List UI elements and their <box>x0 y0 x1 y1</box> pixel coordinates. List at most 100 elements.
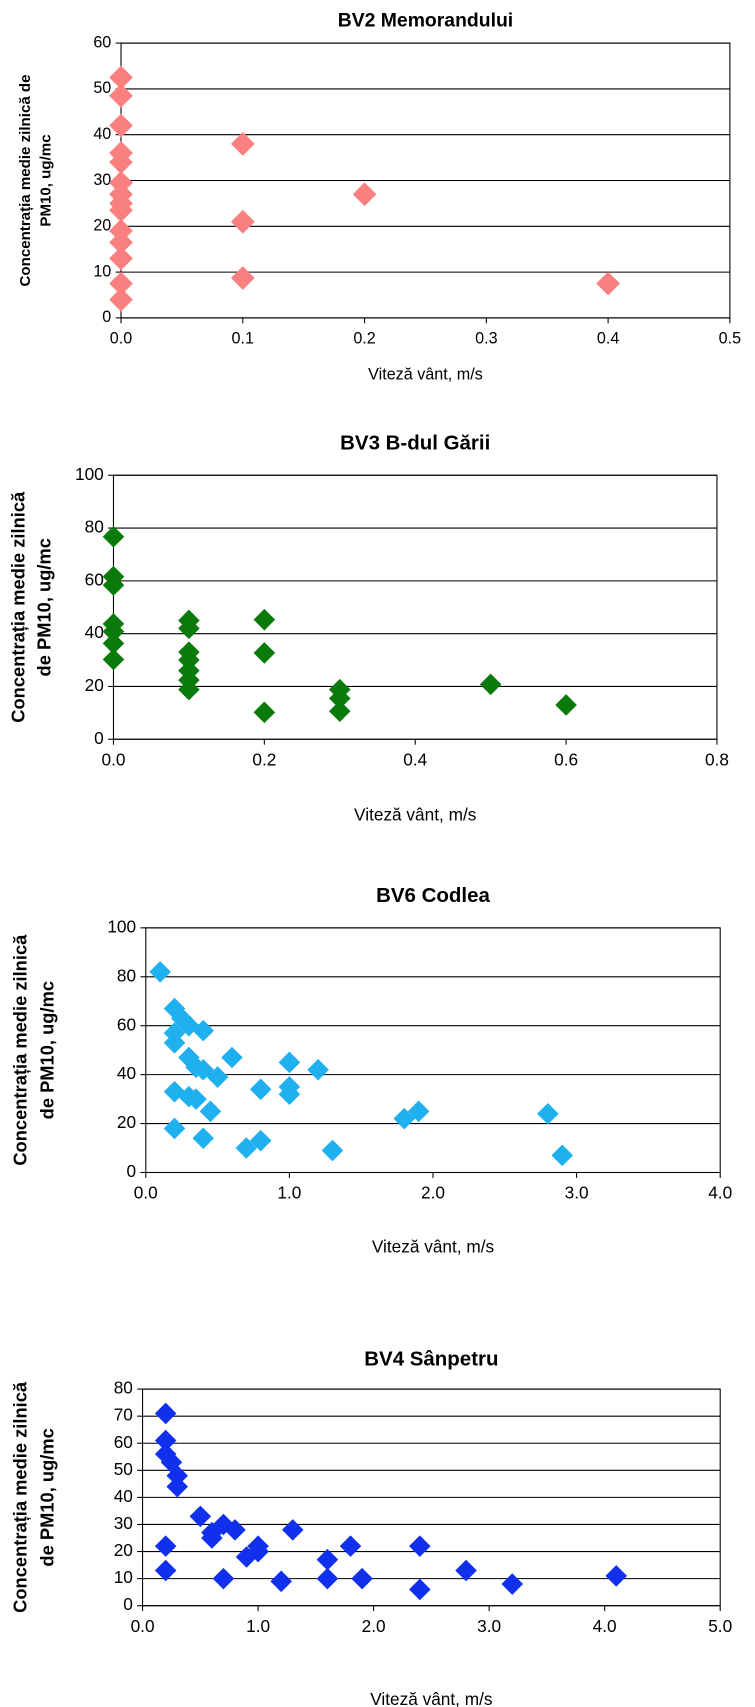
point <box>537 1102 559 1125</box>
y-tick-label: 60 <box>117 1014 136 1034</box>
point <box>249 1129 272 1152</box>
y-axis-label: de PM10, ug/mc <box>33 538 54 676</box>
point <box>224 1519 246 1541</box>
point <box>321 1139 344 1162</box>
point <box>109 83 133 108</box>
point <box>230 266 255 290</box>
y-tick-label: 50 <box>114 1459 133 1479</box>
y-tick-label: 10 <box>93 262 111 280</box>
y-axis-label: Concentrația medie zilnică <box>8 491 29 723</box>
y-tick-label: 100 <box>107 916 136 936</box>
point <box>351 1567 373 1590</box>
y-axis-label: Concentrația medie zilnică <box>10 1381 31 1613</box>
point <box>192 1019 215 1042</box>
point <box>154 1402 177 1425</box>
point <box>166 1464 189 1487</box>
x-axis-label: Viteză vânt, m/s <box>370 1689 492 1707</box>
point <box>235 1546 258 1568</box>
point <box>109 113 133 138</box>
x-tick-label: 4.0 <box>593 1616 617 1636</box>
point <box>206 1066 229 1088</box>
point <box>166 1475 189 1498</box>
point <box>154 1429 177 1452</box>
y-tick-label: 80 <box>117 965 136 985</box>
x-tick-label: 4.0 <box>708 1183 732 1203</box>
point <box>154 1559 177 1582</box>
point <box>102 648 125 671</box>
y-tick-label: 40 <box>117 1063 136 1083</box>
point <box>278 1051 301 1074</box>
y-tick-label: 80 <box>114 1378 133 1398</box>
point <box>247 1535 269 1557</box>
chart-title: BV4 Sânpetru <box>364 1347 498 1370</box>
point <box>479 673 502 696</box>
point <box>109 246 133 271</box>
x-tick-label: 0.6 <box>554 749 578 769</box>
y-tick-label: 20 <box>114 1540 133 1560</box>
plot-border <box>145 927 721 1174</box>
point <box>163 1032 186 1054</box>
point <box>253 608 276 631</box>
y-tick-label: 0 <box>127 1161 137 1181</box>
x-tick-label: 0.0 <box>101 749 125 769</box>
plot-border <box>142 1388 721 1607</box>
x-tick-label: 3.0 <box>477 1616 501 1636</box>
x-tick-label: 0.0 <box>110 330 132 348</box>
point <box>109 65 133 90</box>
y-tick-label: 0 <box>102 308 111 326</box>
x-tick-label: 3.0 <box>565 1183 589 1203</box>
y-axis-label: Concentrația medie zilnică de <box>17 75 34 287</box>
x-tick-label: 0.5 <box>719 330 741 348</box>
x-tick-label: 0.4 <box>597 330 619 348</box>
y-tick-label: 40 <box>93 125 111 143</box>
x-axis-label: Viteză vânt, m/s <box>372 1236 494 1256</box>
x-tick-label: 0.0 <box>131 1616 155 1636</box>
chart-title: BV6 Codlea <box>376 884 490 907</box>
point <box>501 1573 524 1595</box>
y-tick-label: 20 <box>93 217 111 235</box>
point <box>109 287 133 312</box>
x-tick-label: 1.0 <box>277 1183 301 1203</box>
x-tick-label: 2.0 <box>362 1616 386 1636</box>
y-tick-label: 60 <box>85 569 104 589</box>
y-tick-label: 60 <box>93 33 111 51</box>
point <box>235 1137 258 1159</box>
point <box>163 1117 186 1140</box>
point <box>407 1100 430 1123</box>
point <box>154 1535 177 1557</box>
point <box>178 617 200 640</box>
y-tick-label: 0 <box>123 1594 133 1614</box>
point <box>316 1548 339 1571</box>
point <box>230 209 255 234</box>
point <box>253 642 276 664</box>
y-tick-label: 30 <box>114 1513 133 1533</box>
y-tick-label: 20 <box>117 1112 136 1132</box>
point <box>393 1107 416 1130</box>
x-tick-label: 2.0 <box>421 1183 445 1203</box>
point <box>253 701 276 724</box>
plot-border <box>112 474 718 740</box>
y-tick-label: 30 <box>93 171 111 189</box>
point <box>455 1559 477 1582</box>
y-tick-label: 80 <box>85 517 104 537</box>
point <box>102 632 125 655</box>
point <box>201 1527 223 1549</box>
chart-title: BV2 Memorandului <box>338 10 513 32</box>
y-axis-label: PM10, ug/mc <box>38 134 55 226</box>
x-axis-label: Viteză vânt, m/s <box>368 365 483 383</box>
x-tick-label: 0.4 <box>403 749 427 769</box>
y-axis-label: de PM10, ug/mc <box>37 1428 58 1566</box>
y-tick-label: 70 <box>114 1405 133 1425</box>
point <box>352 182 377 207</box>
y-tick-label: 100 <box>75 464 104 484</box>
point <box>555 694 577 716</box>
y-tick-label: 20 <box>85 675 104 695</box>
x-tick-label: 0.2 <box>252 749 276 769</box>
x-tick-label: 0.0 <box>134 1183 158 1203</box>
point <box>329 700 351 723</box>
point <box>192 1058 215 1081</box>
point <box>149 961 171 983</box>
y-axis-label: Concentrația medie zilnică <box>10 934 31 1166</box>
x-tick-label: 1.0 <box>246 1616 270 1636</box>
point <box>189 1505 212 1528</box>
